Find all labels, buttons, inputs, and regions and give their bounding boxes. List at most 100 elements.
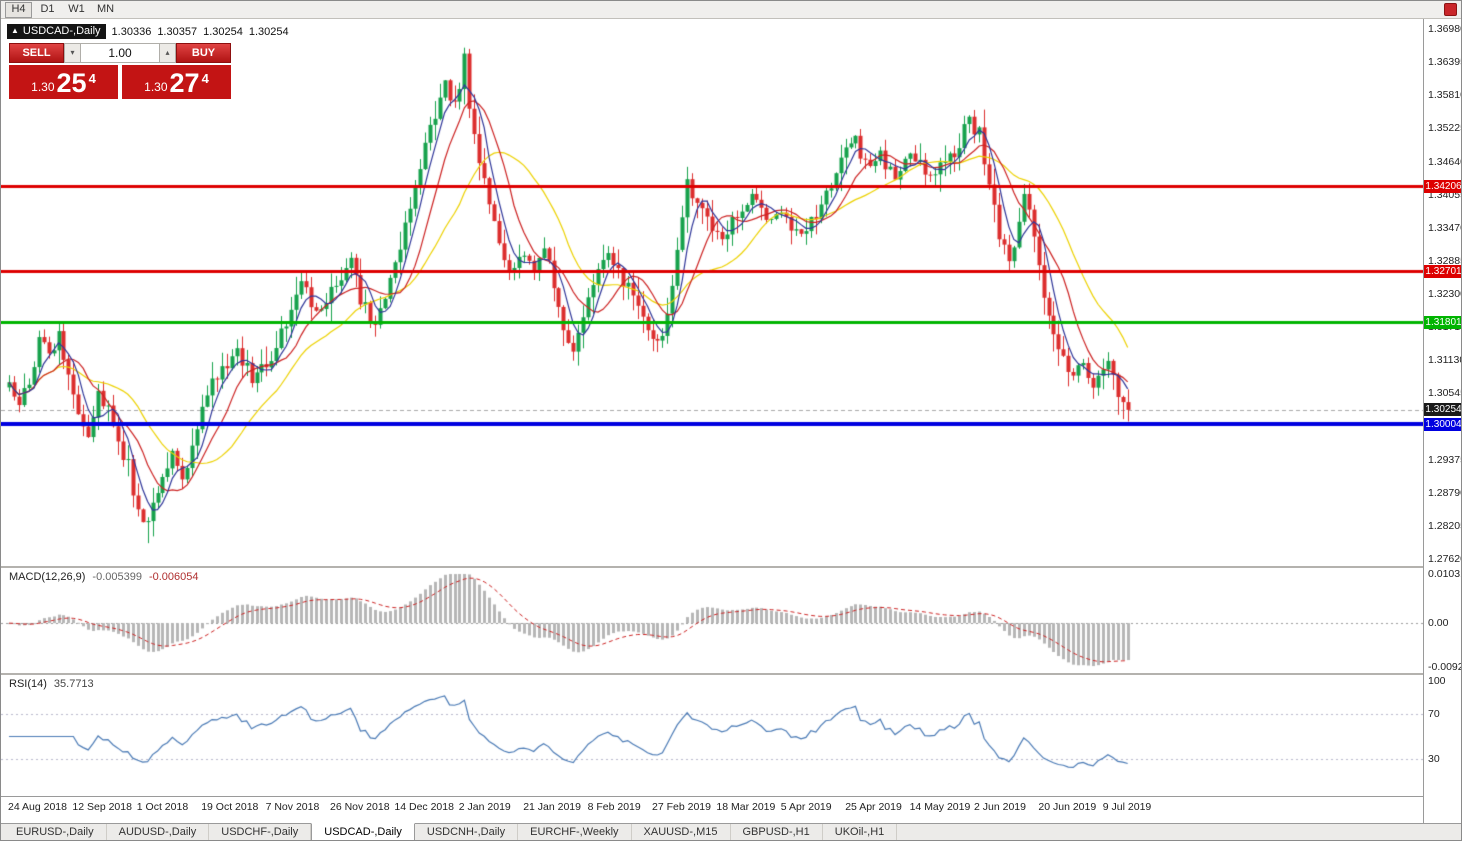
date-label: 19 Oct 2018 — [201, 801, 259, 813]
chart-tab-ukoil-h1[interactable]: UKOil-,H1 — [823, 824, 898, 840]
buy-price-sup: 4 — [201, 71, 209, 86]
buy-price-display[interactable]: 1.30 27 4 — [122, 65, 231, 99]
time-axis[interactable]: 24 Aug 2018 12 Sep 2018 1 Oct 2018 19 Oct 2… — [1, 796, 1423, 823]
price-scale-tick: 1.28790 — [1428, 486, 1461, 499]
macd-scale-tick: 0.00 — [1428, 617, 1449, 630]
price-scale-tick: 1.32300 — [1428, 288, 1461, 300]
macd-main-value: -0.005399 — [92, 571, 142, 583]
timeframe-button-d1[interactable]: D1 — [34, 2, 61, 18]
chart-tab-audusd-daily[interactable]: AUDUSD-,Daily — [107, 824, 210, 840]
date-label: 27 Feb 2019 — [652, 801, 711, 813]
price-scale-tick: 1.34640 — [1428, 155, 1461, 168]
date-label: 24 Aug 2018 — [8, 801, 67, 813]
buy-price-big: 27 — [169, 68, 200, 98]
volume-decrease-button[interactable]: ▾ — [64, 43, 81, 63]
chart-header: ▲ USDCAD-,Daily 1.30336 1.30357 1.30254 … — [7, 24, 289, 39]
rsi-scale-tick: 100 — [1428, 675, 1446, 687]
rsi-scale-tick: 70 — [1428, 708, 1440, 721]
symbol-tag: ▲ USDCAD-,Daily — [7, 24, 106, 39]
price-scale-tick: 1.30545 — [1428, 387, 1461, 400]
date-label: 20 Jun 2019 — [1038, 801, 1097, 813]
chart-tab-xauusd-m15[interactable]: XAUUSD-,M15 — [632, 824, 731, 840]
price-line-label: 1.32701 — [1424, 264, 1462, 278]
pane-splitter[interactable] — [1, 566, 1461, 568]
price-line-label: 1.30254 — [1424, 403, 1462, 417]
price-scale-tick: 1.28205 — [1428, 519, 1461, 532]
date-label: 21 Jan 2019 — [523, 801, 581, 813]
price-scale-tick: 1.32885 — [1428, 254, 1461, 267]
pane-splitter[interactable] — [1, 673, 1461, 675]
price-scale-tick: 1.33470 — [1428, 221, 1461, 234]
chart-tab-gbpusd-h1[interactable]: GBPUSD-,H1 — [731, 824, 823, 840]
timeframe-button-h4[interactable]: H4 — [5, 1, 32, 18]
rsi-label: RSI(14) 35.7713 — [9, 678, 94, 690]
symbol-name: USDCAD-,Daily — [22, 25, 101, 37]
chart-tab-eurchf-weekly[interactable]: EURCHF-,Weekly — [518, 824, 632, 840]
date-label: 2 Jun 2019 — [974, 801, 1026, 813]
macd-signal-value: -0.006054 — [148, 571, 199, 583]
macd-indicator-canvas[interactable] — [1, 568, 1423, 673]
price-line-label: 1.34206 — [1424, 179, 1462, 193]
chart-tab-usdchf-daily[interactable]: USDCHF-,Daily — [209, 824, 312, 840]
sell-price-display[interactable]: 1.30 25 4 — [9, 65, 118, 99]
date-label: 14 Dec 2018 — [394, 801, 454, 813]
rsi-indicator-canvas[interactable] — [1, 675, 1423, 796]
date-label: 25 Apr 2019 — [845, 801, 902, 813]
date-label: 12 Sep 2018 — [72, 801, 132, 813]
date-label: 7 Nov 2018 — [265, 801, 320, 813]
macd-scale-tick: 0.010311 — [1428, 568, 1461, 580]
date-label: 18 Mar 2019 — [716, 801, 776, 813]
volume-input[interactable] — [81, 43, 159, 63]
quote-open: 1.30336 — [111, 25, 152, 38]
chart-tab-usdcad-daily[interactable]: USDCAD-,Daily — [311, 823, 415, 840]
rsi-title: RSI(14) — [9, 678, 47, 690]
date-label: 9 Jul 2019 — [1102, 801, 1152, 813]
timeframe-button-w1[interactable]: W1 — [63, 2, 90, 18]
macd-title: MACD(12,26,9) — [9, 571, 86, 583]
price-scale-tick: 1.31130 — [1428, 354, 1462, 367]
price-line-label: 1.30004 — [1424, 417, 1462, 431]
chart-tab-eurusd-daily[interactable]: EURUSD-,Daily — [4, 824, 107, 840]
buy-price-small: 1.30 — [144, 80, 168, 94]
trade-controls-row: SELL ▾ ▴ BUY — [9, 43, 231, 63]
date-label: 2 Jan 2019 — [458, 801, 511, 813]
buy-button[interactable]: BUY — [176, 43, 231, 63]
sell-button[interactable]: SELL — [9, 43, 64, 63]
trade-prices-row: 1.30 25 4 1.30 27 4 — [9, 65, 231, 99]
rsi-scale-tick: 30 — [1428, 752, 1440, 765]
date-label: 1 Oct 2018 — [136, 801, 189, 813]
price-chart-canvas[interactable] — [1, 19, 1423, 566]
price-scale-tick: 1.29375 — [1428, 453, 1461, 466]
timeframe-toolbar: H4 D1 W1 MN — [1, 1, 1461, 19]
collapse-icon[interactable]: ▲ — [11, 26, 19, 35]
timeframe-button-mn[interactable]: MN — [92, 2, 119, 18]
chart-tab-bar: EURUSD-,Daily AUDUSD-,Daily USDCHF-,Daily U… — [1, 823, 1461, 840]
macd-label: MACD(12,26,9) -0.005399 -0.006054 — [9, 571, 199, 583]
volume-increase-button[interactable]: ▴ — [159, 43, 176, 63]
sell-price-big: 25 — [56, 68, 87, 98]
price-scale-tick: 1.35810 — [1428, 89, 1461, 102]
price-scale[interactable]: 1.369801.363951.358101.352251.346401.340… — [1423, 19, 1462, 823]
date-label: 26 Nov 2018 — [330, 801, 390, 813]
quote-high: 1.30357 — [157, 25, 198, 38]
one-click-trading-panel: SELL ▾ ▴ BUY 1.30 25 4 1.30 27 4 — [9, 43, 231, 99]
macd-scale-tick: -0.009204 — [1428, 661, 1461, 673]
date-label: 14 May 2019 — [909, 801, 971, 813]
sell-price-small: 1.30 — [31, 80, 55, 94]
quote-low: 1.30254 — [203, 25, 243, 38]
date-label: 5 Apr 2019 — [780, 801, 832, 813]
price-line-label: 1.31801 — [1424, 315, 1462, 329]
sell-price-sup: 4 — [88, 71, 96, 86]
price-scale-tick: 1.36395 — [1428, 56, 1461, 69]
caret-down-icon: ▾ — [70, 48, 75, 57]
timeframe-buttons-group: H4 D1 W1 MN — [4, 1, 120, 18]
rsi-value: 35.7713 — [53, 678, 94, 690]
price-scale-tick: 1.36980 — [1428, 23, 1461, 35]
price-scale-tick: 1.35225 — [1428, 122, 1461, 135]
date-label: 8 Feb 2019 — [587, 801, 641, 813]
red-alert-icon[interactable] — [1444, 3, 1457, 16]
chart-tab-usdcnh-daily[interactable]: USDCNH-,Daily — [415, 824, 519, 840]
quote-close: 1.30254 — [248, 25, 289, 38]
